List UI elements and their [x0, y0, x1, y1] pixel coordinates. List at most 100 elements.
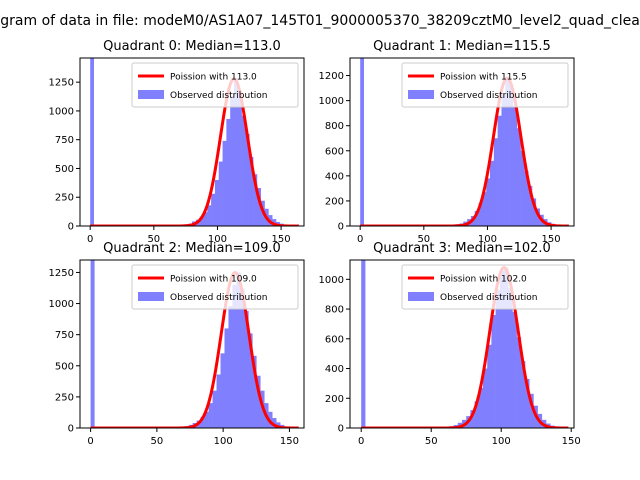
- y-tick-label: 0: [338, 222, 344, 233]
- subplot-title: Quadrant 3: Median=102.0: [373, 241, 551, 256]
- y-tick-label: 400: [325, 171, 344, 182]
- y-tick-label: 0: [68, 222, 74, 233]
- x-tick-label: 0: [357, 234, 363, 245]
- y-tick-label: 400: [325, 364, 344, 375]
- y-tick-label: 1250: [49, 268, 74, 279]
- x-tick-label: 150: [272, 234, 291, 245]
- zero-bin-bar: [90, 58, 94, 226]
- x-tick-label: 100: [478, 234, 497, 245]
- zero-bin-bar: [90, 260, 95, 428]
- histogram-bar: [276, 422, 281, 428]
- histogram-bar: [256, 188, 262, 226]
- histogram-bar: [486, 178, 491, 226]
- histogram-bar: [516, 337, 522, 428]
- histogram-bar: [532, 198, 537, 226]
- x-tick-label: 50: [417, 234, 430, 245]
- histogram-bar: [495, 289, 501, 428]
- y-tick-label: 0: [338, 424, 344, 435]
- histogram-bar: [482, 192, 487, 226]
- histogram-bar: [535, 208, 540, 226]
- plot-area: [89, 58, 300, 226]
- legend-observed-label: Observed distribution: [440, 91, 537, 101]
- x-tick-label: 50: [425, 436, 438, 447]
- y-tick-label: 1200: [319, 71, 344, 82]
- legend-poisson-label: Poission with 109.0: [170, 275, 257, 285]
- histogram-bar: [524, 170, 529, 226]
- x-tick-label: 0: [87, 436, 93, 447]
- histogram-bar: [508, 288, 513, 428]
- y-tick-label: 500: [55, 164, 74, 175]
- histogram-bar: [241, 115, 246, 226]
- y-tick-label: 1250: [49, 78, 74, 89]
- legend: Poission with 109.0 Observed distribution: [131, 264, 299, 310]
- plot-area: [359, 58, 570, 226]
- legend: Poission with 102.0 Observed distribution: [401, 264, 569, 310]
- histogram-bar: [529, 393, 534, 428]
- histogram-bar: [520, 361, 526, 428]
- y-tick-label: 0: [68, 424, 74, 435]
- subplot-title: Quadrant 2: Median=109.0: [103, 241, 281, 256]
- subplot-quadrant-0: 0 50 100 150 0 250 500 750 1000 1250 Quadrant 0: M…: [49, 39, 305, 245]
- histogram-bar: [245, 133, 250, 226]
- histogram-bar: [478, 203, 483, 226]
- y-tick-label: 250: [55, 392, 74, 403]
- y-tick-label: 1000: [49, 106, 74, 117]
- histogram-bar: [199, 216, 204, 226]
- axes-frame: [79, 57, 305, 227]
- histogram-bar: [237, 90, 242, 226]
- legend-observed-label: Observed distribution: [440, 293, 537, 303]
- histogram-bar: [200, 416, 205, 428]
- poisson-curve: [361, 265, 569, 428]
- histogram-bar: [474, 401, 480, 428]
- histogram-bar: [232, 284, 237, 428]
- histogram-bar: [520, 150, 525, 226]
- histogram-bar: [504, 267, 509, 428]
- axes-frame: [349, 57, 575, 227]
- y-tick-label: 1000: [319, 275, 344, 286]
- plot-area: [361, 260, 569, 428]
- y-tick-label: 750: [55, 135, 74, 146]
- y-tick-label: 250: [55, 193, 74, 204]
- x-tick-label: 50: [151, 436, 164, 447]
- histogram-bar: [218, 161, 223, 226]
- histogram-bar: [214, 179, 220, 226]
- histogram-bar: [491, 315, 496, 428]
- histogram-bar: [244, 311, 249, 428]
- x-tick-label: 150: [542, 234, 561, 245]
- histogram-bar: [478, 387, 484, 428]
- subplot-quadrant-1: 0 50 100 150 0 200 400 600 800 1000 1200 Quadrant 1…: [319, 39, 575, 245]
- histogram-bar: [253, 174, 258, 226]
- histogram-bar: [226, 118, 231, 226]
- legend-observed-label: Observed distribution: [170, 91, 267, 101]
- histogram-bar: [208, 403, 213, 428]
- subplot-quadrant-2: 0 50 100 150 0 250 500 750 1000 1250 Quadrant 2: M…: [49, 241, 305, 447]
- histogram-bar: [512, 312, 517, 428]
- legend-observed-label: Observed distribution: [170, 293, 267, 303]
- histogram-bar: [528, 185, 533, 226]
- x-tick-label: 0: [87, 234, 93, 245]
- y-tick-label: 750: [55, 330, 74, 341]
- histogram-bar: [230, 95, 235, 226]
- histogram-bar: [228, 306, 233, 428]
- legend-poisson-label: Poission with 102.0: [440, 275, 527, 285]
- legend-bar-swatch: [408, 292, 434, 301]
- axes-frame: [349, 259, 575, 429]
- axes-frame: [79, 259, 305, 429]
- histogram-bar: [474, 210, 479, 226]
- histogram-bar: [211, 193, 216, 226]
- histogram-bar: [493, 138, 498, 226]
- legend-bar-swatch: [138, 90, 164, 99]
- y-tick-label: 1000: [49, 299, 74, 310]
- histogram-bar: [272, 219, 277, 226]
- legend-bar-swatch: [138, 292, 164, 301]
- histogram-bar: [203, 212, 208, 226]
- histogram-bar: [497, 115, 502, 226]
- legend-box: [401, 264, 569, 310]
- histogram-bar: [490, 160, 495, 226]
- zero-bin-bar: [361, 260, 366, 428]
- histogram-bar: [487, 344, 492, 428]
- subplot-quadrant-3: 0 50 100 150 0 200 400 600 800 1000 Quadrant 3: Me…: [319, 241, 581, 447]
- histogram-bar: [249, 156, 254, 226]
- legend-box: [131, 62, 299, 108]
